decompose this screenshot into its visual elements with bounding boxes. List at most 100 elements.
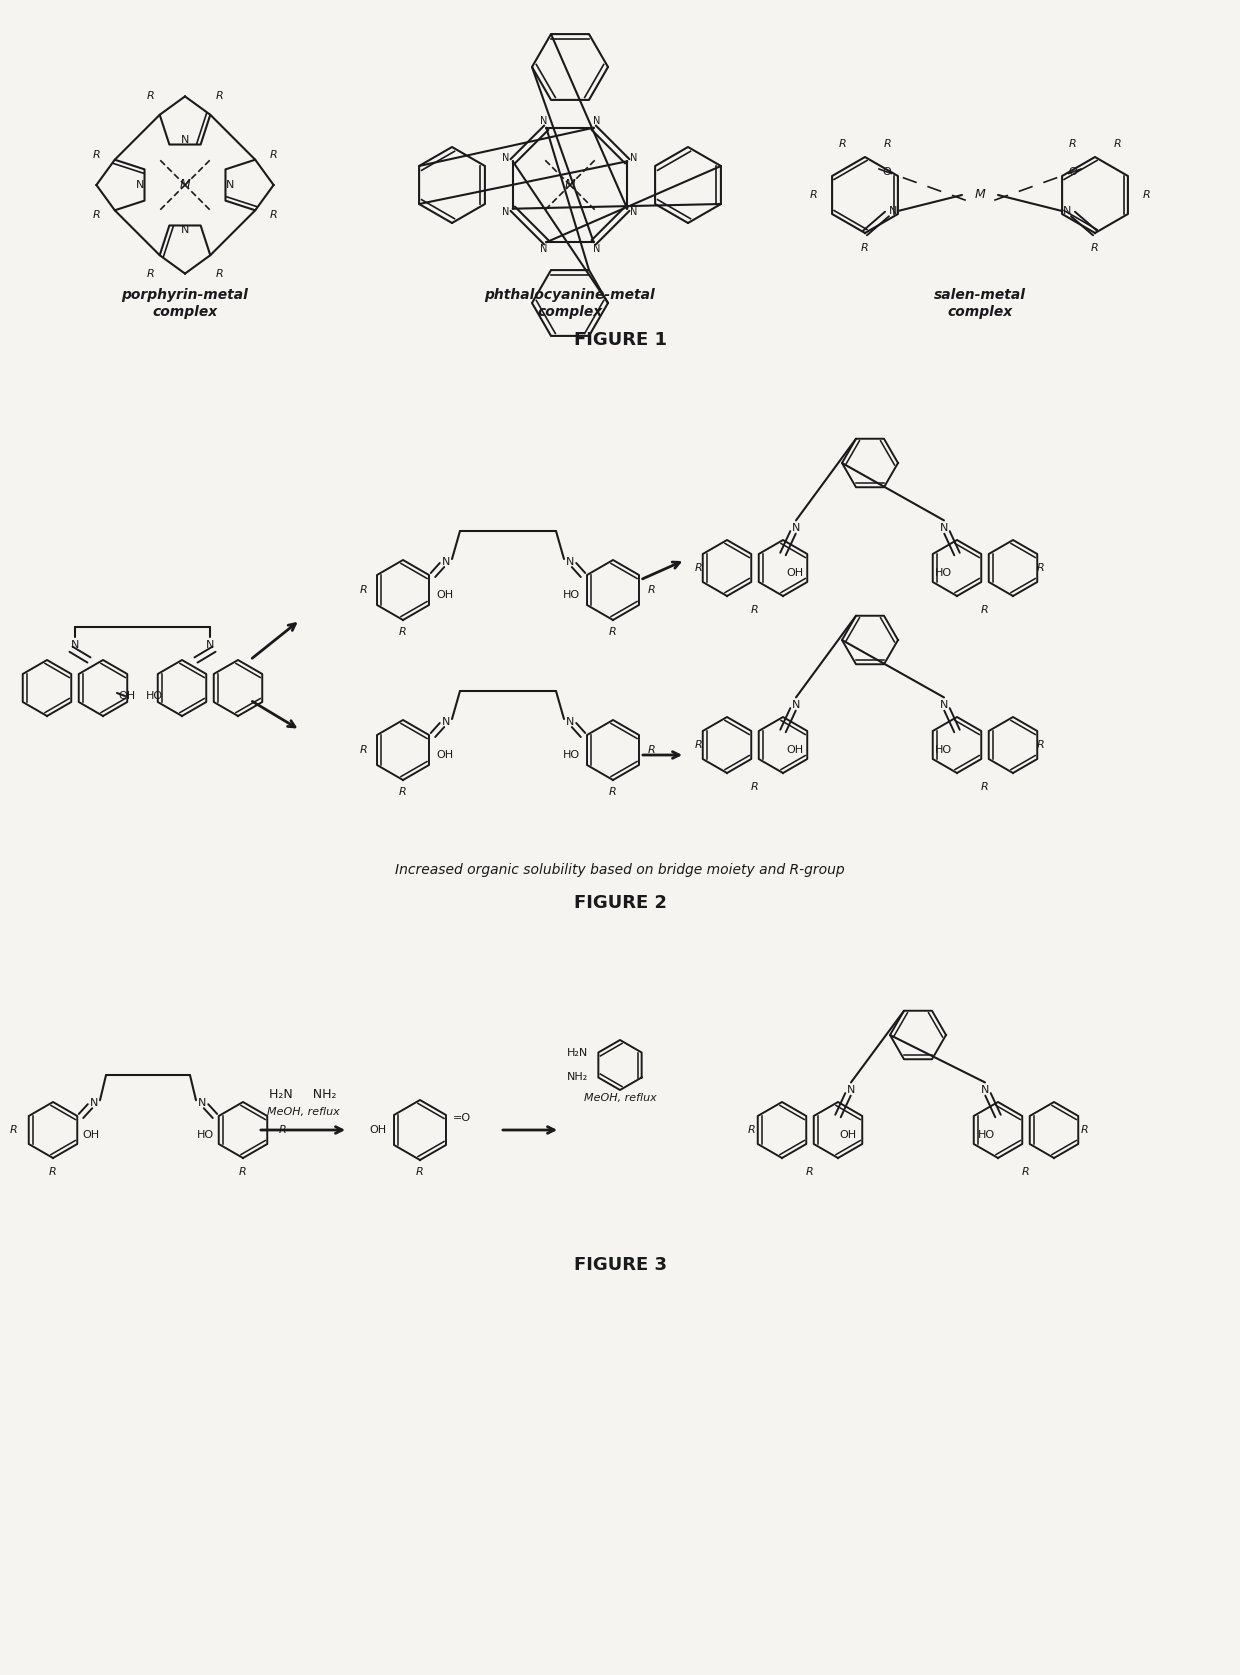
Text: R: R	[270, 149, 278, 159]
Text: OH: OH	[436, 750, 454, 760]
Text: N: N	[792, 700, 800, 710]
Text: OH: OH	[119, 692, 135, 702]
Text: R: R	[609, 626, 616, 636]
Text: R: R	[216, 268, 223, 278]
Text: R: R	[50, 1167, 57, 1178]
Text: N: N	[1063, 206, 1071, 216]
Text: N: N	[593, 116, 600, 126]
Text: R: R	[1022, 1167, 1030, 1178]
Text: N: N	[198, 1099, 206, 1109]
Text: R: R	[981, 782, 988, 792]
Text: N: N	[136, 179, 145, 189]
Text: N: N	[502, 206, 510, 216]
Text: R: R	[751, 605, 759, 615]
Text: R: R	[399, 626, 407, 636]
Text: H₂N     NH₂: H₂N NH₂	[269, 1089, 337, 1102]
Text: R: R	[216, 92, 223, 102]
Text: R: R	[239, 1167, 247, 1178]
Text: R: R	[810, 189, 817, 199]
Text: N: N	[206, 640, 215, 650]
Text: OH: OH	[436, 590, 454, 600]
Text: porphyrin-metal: porphyrin-metal	[122, 288, 248, 302]
Text: OH: OH	[370, 1126, 387, 1136]
Text: R: R	[806, 1167, 813, 1178]
Text: R: R	[1037, 740, 1045, 750]
Text: N: N	[565, 558, 574, 568]
Text: N: N	[940, 700, 949, 710]
Text: MeOH, reflux: MeOH, reflux	[584, 1094, 656, 1104]
Text: HO: HO	[977, 1131, 994, 1141]
Text: complex: complex	[537, 305, 603, 318]
Text: N: N	[630, 154, 637, 164]
Text: FIGURE 3: FIGURE 3	[573, 1256, 667, 1275]
Text: Increased organic solubility based on bridge moiety and R-group: Increased organic solubility based on br…	[396, 863, 844, 878]
Text: R: R	[1142, 189, 1151, 199]
Text: R: R	[838, 139, 846, 149]
Text: complex: complex	[153, 305, 218, 318]
Text: R: R	[10, 1126, 17, 1136]
Text: N: N	[181, 136, 190, 146]
Text: N: N	[889, 206, 898, 216]
Text: FIGURE 2: FIGURE 2	[573, 894, 667, 911]
Text: HO: HO	[563, 750, 579, 760]
Text: R: R	[748, 1126, 755, 1136]
Text: R: R	[360, 585, 368, 595]
Text: NH₂: NH₂	[567, 1072, 588, 1082]
Text: R: R	[649, 745, 656, 755]
Text: R: R	[1091, 243, 1099, 253]
Text: R: R	[981, 605, 988, 615]
Text: R: R	[417, 1167, 424, 1178]
Text: N: N	[226, 179, 234, 189]
Text: FIGURE 1: FIGURE 1	[573, 332, 667, 348]
Text: N: N	[593, 245, 600, 255]
Text: OH: OH	[82, 1131, 99, 1141]
Text: R: R	[751, 782, 759, 792]
Text: N: N	[502, 154, 510, 164]
Text: N: N	[792, 523, 800, 533]
Text: R: R	[1081, 1126, 1089, 1136]
Text: M: M	[180, 179, 191, 191]
Text: R: R	[93, 211, 100, 221]
Text: R: R	[146, 268, 155, 278]
Text: complex: complex	[947, 305, 1013, 318]
Text: R: R	[278, 1126, 286, 1136]
Text: N: N	[565, 717, 574, 727]
Text: N: N	[181, 224, 190, 235]
Text: H₂N: H₂N	[567, 1047, 588, 1057]
Text: R: R	[696, 740, 703, 750]
Text: OH: OH	[786, 568, 804, 578]
Text: HO: HO	[145, 692, 162, 702]
Text: R: R	[649, 585, 656, 595]
Text: HO: HO	[935, 568, 951, 578]
Text: R: R	[1037, 563, 1045, 573]
Text: R: R	[360, 745, 368, 755]
Text: =O: =O	[453, 1112, 471, 1122]
Text: N: N	[441, 717, 450, 727]
Text: salen-metal: salen-metal	[934, 288, 1025, 302]
Text: HO: HO	[196, 1131, 213, 1141]
Text: R: R	[884, 139, 892, 149]
Text: M: M	[564, 179, 575, 191]
Text: N: N	[441, 558, 450, 568]
Text: R: R	[696, 563, 703, 573]
Text: R: R	[609, 787, 616, 797]
Text: N: N	[89, 1099, 98, 1109]
Text: R: R	[399, 787, 407, 797]
Text: OH: OH	[839, 1131, 857, 1141]
Text: M: M	[975, 189, 986, 201]
Text: O: O	[883, 168, 892, 178]
Text: N: N	[539, 245, 547, 255]
Text: MeOH, reflux: MeOH, reflux	[267, 1107, 340, 1117]
Text: N: N	[981, 1085, 990, 1095]
Text: HO: HO	[563, 590, 579, 600]
Text: R: R	[1069, 139, 1076, 149]
Text: R: R	[861, 243, 869, 253]
Text: HO: HO	[935, 745, 951, 755]
Text: OH: OH	[786, 745, 804, 755]
Text: N: N	[630, 206, 637, 216]
Text: O: O	[1069, 168, 1078, 178]
Text: N: N	[940, 523, 949, 533]
Text: R: R	[146, 92, 155, 102]
Text: N: N	[71, 640, 79, 650]
Text: R: R	[1114, 139, 1122, 149]
